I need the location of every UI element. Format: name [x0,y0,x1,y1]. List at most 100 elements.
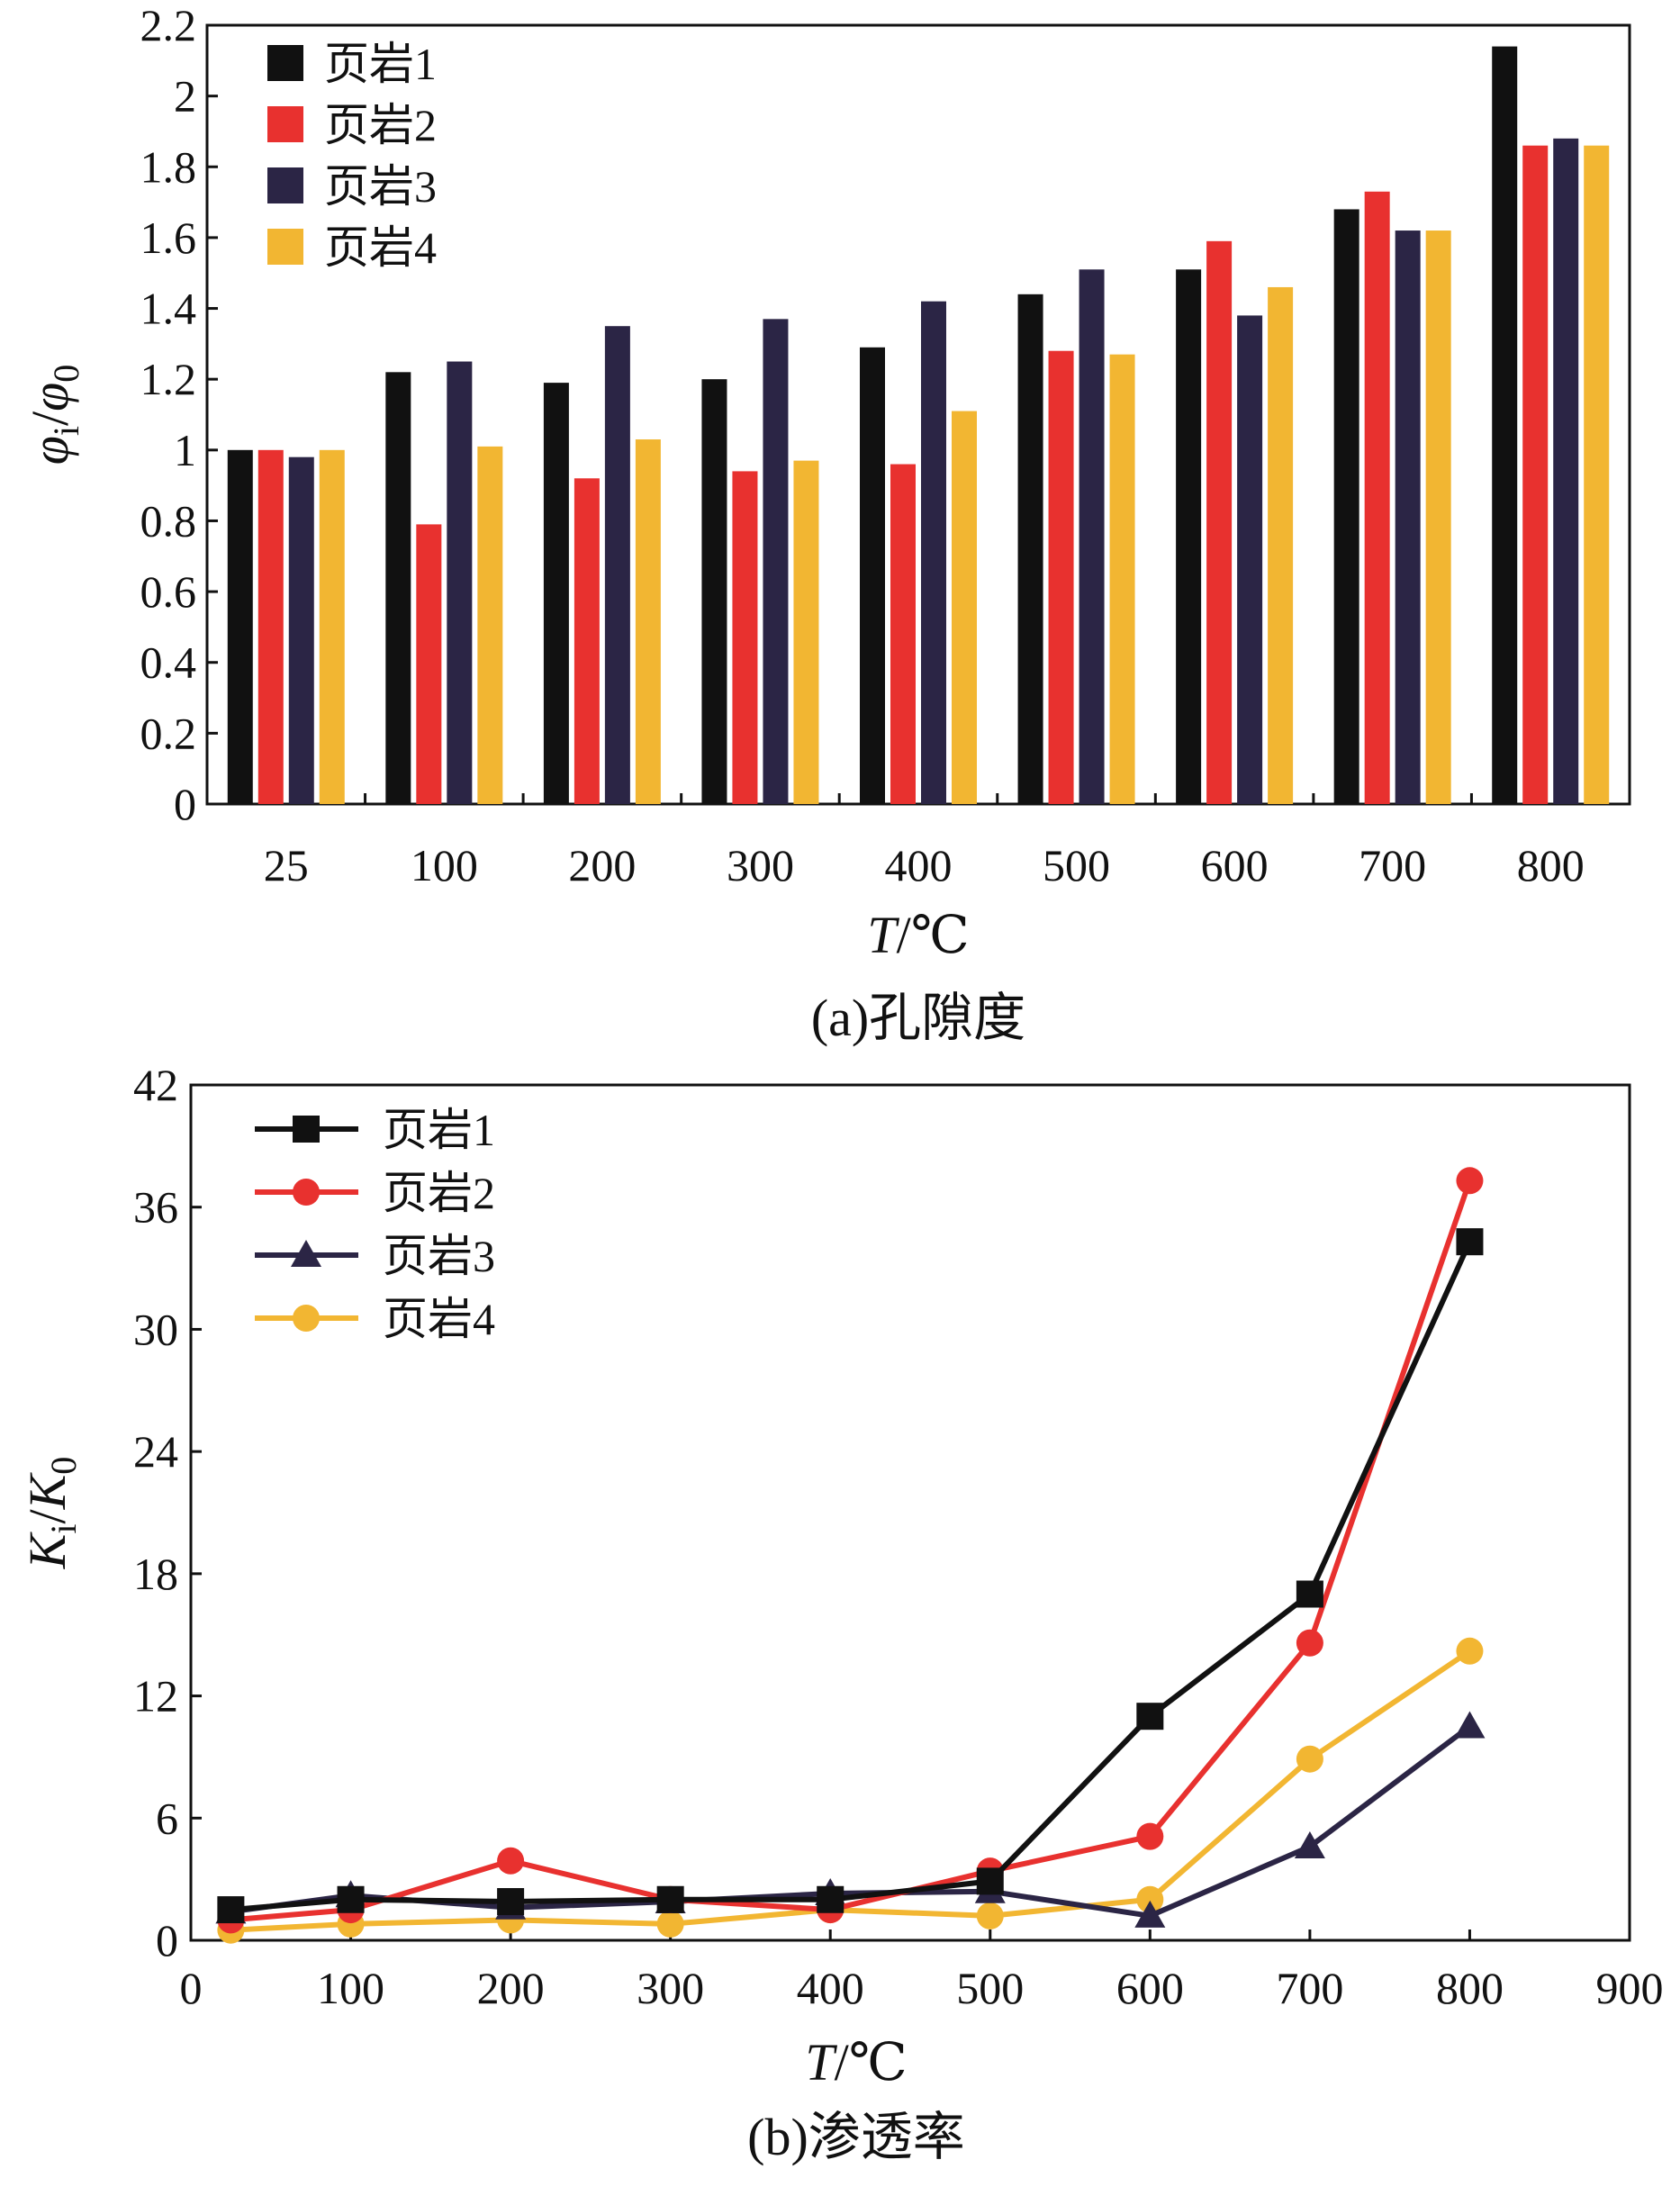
point-shale2-600 [1136,1822,1164,1850]
point-shale1-600 [1136,1703,1164,1731]
point-shale1-100 [337,1885,365,1913]
x-category-label: 25 [264,840,309,890]
bar-shale3-100 [447,361,473,804]
x-category-label: 300 [727,840,794,890]
y-tick-label: 0.4 [140,637,197,688]
x-tick-label: 800 [1436,1963,1504,2013]
y-tick-label: 1.6 [140,212,197,263]
bar-shale1-500 [1017,294,1043,804]
bar-shale3-300 [763,319,789,804]
point-shale4-700 [1296,1745,1323,1773]
line-shale2 [230,1179,1473,1923]
x-category-label: 100 [411,840,478,890]
y-tick-label: 2 [174,71,196,122]
y-tick-label: 2.2 [140,0,197,50]
bar-shale4-300 [793,460,819,804]
point-shale2-800 [1456,1167,1484,1195]
caption-b: (b)渗透率 [747,2108,965,2166]
bar-shale3-400 [921,301,946,804]
x-category-label: 500 [1043,840,1110,890]
point-shale1-200 [497,1888,525,1916]
bar-shale1-25 [227,449,253,804]
y-tick-label: 0 [156,1915,178,1966]
legend-marker-shale2 [293,1179,320,1206]
legend-swatch-shale2 [267,106,303,142]
permeability-line-chart: 0 6 12 18 24 30 36 42 0 100 200 300 400 500 600 700 800 9… [18,1060,1664,2166]
bar-shale4-200 [635,439,661,804]
legend-label-shale1: 页岩1 [383,1105,495,1155]
point-shale3-600 [1134,1900,1166,1928]
x-category-label: 800 [1517,840,1585,890]
bar-shale1-800 [1492,46,1518,805]
legend-label-shale2: 页岩2 [383,1168,495,1218]
legend-swatch-shale4 [267,229,303,265]
y-tick-label: 1.4 [140,284,197,334]
point-shale1-500 [976,1867,1004,1895]
bar-shale2-700 [1364,191,1390,804]
y-tick-label: 1.2 [140,354,197,404]
point-shale4-300 [656,1910,684,1938]
plot-frame-b [189,1083,1631,1942]
y-tick-label: 0 [174,779,196,829]
plot-frame-a [205,23,1631,806]
legend-label-shale3: 页岩3 [383,1231,495,1281]
x-tick-label: 0 [180,1963,203,2013]
point-shale1-800 [1456,1228,1484,1256]
y-tick-label: 42 [133,1060,178,1110]
bar-shale1-100 [385,372,411,804]
x-tick-label: 200 [477,1963,545,2013]
bar-shale2-800 [1522,145,1549,804]
point-shale3-800 [1454,1711,1486,1739]
bar-shale3-700 [1395,230,1421,805]
bar-shale2-25 [257,449,284,804]
caption-a: (a)孔隙度 [811,989,1025,1047]
x-category-label: 200 [568,840,636,890]
bar-shale4-800 [1584,145,1610,804]
point-shale2-200 [497,1847,525,1875]
bar-shale2-100 [416,524,442,804]
point-shale4-600 [1136,1885,1164,1913]
point-shale3-700 [1294,1830,1325,1858]
bar-shale1-600 [1176,269,1202,805]
x-tick-label: 700 [1276,1963,1343,2013]
y-tick-label: 0.2 [140,708,197,758]
bar-shale2-300 [732,471,758,804]
legend-marker-shale3 [291,1240,321,1267]
bar-shale4-600 [1268,286,1294,804]
legend-label-shale1: 页岩1 [324,39,437,89]
bar-shale3-25 [288,456,314,804]
y-tick-label: 1.8 [140,141,197,192]
point-shale2-700 [1296,1629,1323,1657]
bar-shale2-200 [574,478,600,804]
bar-shale1-700 [1333,209,1359,805]
x-axis-title-b: T/℃ [805,2033,907,2092]
legend-marker-shale1 [293,1116,320,1143]
legend-label-shale4: 页岩4 [383,1294,495,1344]
bar-shale3-500 [1079,269,1105,805]
legend-swatch-shale3 [267,167,303,203]
legend-label-shale2: 页岩2 [324,100,437,150]
porosity-bar-chart: 0 0.2 0.4 0.6 0.8 1 1.2 1.4 1.6 1.8 2 2.2 25 100 200 30… [21,0,1631,1047]
y-tick-label: 0.6 [140,566,197,617]
point-shale4-800 [1456,1637,1484,1665]
point-shale1-400 [817,1885,845,1913]
y-tick-label: 12 [133,1671,178,1722]
y-tick-label: 30 [133,1304,178,1354]
bar-shale4-400 [952,411,977,804]
bar-shale4-500 [1109,354,1135,804]
bar-shale1-300 [701,379,727,804]
legend-label-shale4: 页岩4 [324,222,437,273]
y-axis-title-b: Ki/K0 [18,1457,84,1570]
bar-shale4-25 [319,449,345,804]
legend-swatch-shale1 [267,45,303,81]
bar-shale2-500 [1048,350,1074,804]
bar-shale3-800 [1553,138,1579,804]
x-tick-label: 100 [317,1963,384,2013]
point-shale4-500 [976,1902,1004,1929]
point-shale1-300 [656,1885,684,1913]
legend-label-shale3: 页岩3 [324,161,437,212]
y-axis-title-a: φi/φ0 [21,365,86,465]
bar-shale1-400 [860,347,885,804]
x-tick-label: 600 [1116,1963,1184,2013]
